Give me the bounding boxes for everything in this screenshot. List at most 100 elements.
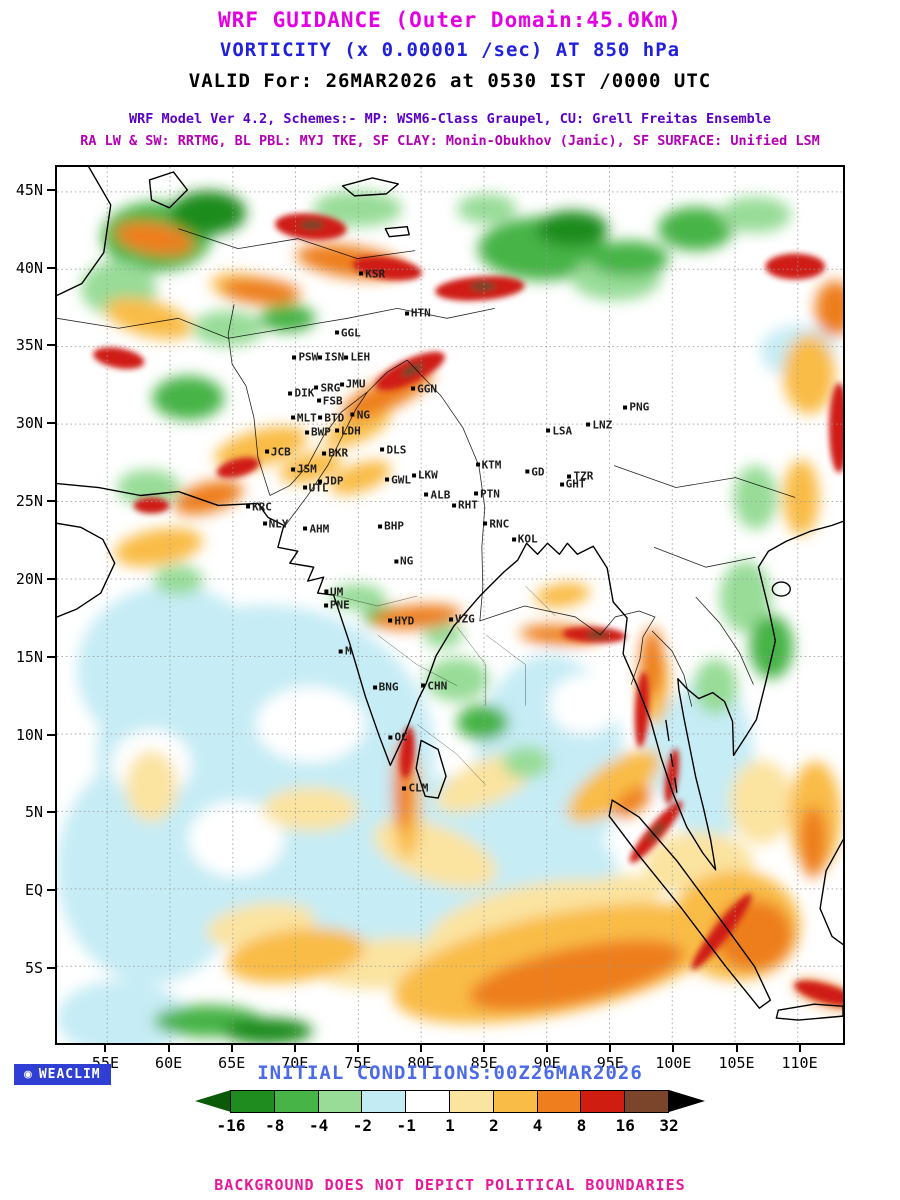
station-marker-icon <box>448 617 453 622</box>
station-label: KOL <box>511 533 538 546</box>
lon-tick-label: 70E <box>281 1054 309 1072</box>
station-code: LKW <box>417 468 438 482</box>
station-code: AHM <box>309 522 330 536</box>
station-label: KRC <box>246 500 272 513</box>
station-label: JSM <box>290 463 317 476</box>
circle-dot-icon: ◉ <box>24 1067 33 1082</box>
station-code: HTN <box>410 306 431 320</box>
station-label: VZG <box>448 613 475 626</box>
station-marker-icon <box>623 405 628 410</box>
station-code: PSW <box>298 350 319 364</box>
colorbar-tick-label: 2 <box>488 1116 499 1135</box>
station-label: PSW <box>292 351 318 364</box>
station-label: DLS <box>380 443 406 456</box>
station-marker-icon <box>314 385 319 390</box>
station-marker-icon <box>474 491 478 496</box>
station-code: LEH <box>350 350 371 364</box>
lon-tick-label: 65E <box>218 1054 246 1072</box>
lat-tick-mark <box>47 655 55 658</box>
lon-tick-label: 75E <box>344 1054 372 1072</box>
station-label: OC <box>388 731 408 744</box>
colorbar-segment <box>536 1090 582 1113</box>
station-code: KSR <box>365 267 386 281</box>
station-marker-icon <box>402 786 407 791</box>
lon-tick-mark <box>735 1045 738 1052</box>
brand-label: WEACLIM <box>38 1067 101 1082</box>
station-marker-icon <box>339 382 344 387</box>
lat-tick-mark <box>47 733 55 736</box>
station-marker-icon <box>317 479 322 484</box>
lat-tick-label: 20N <box>15 569 43 588</box>
lat-tick-mark <box>47 577 55 580</box>
station-label: GGN <box>411 382 437 395</box>
station-marker-icon <box>586 422 591 427</box>
lon-tick-label: 105E <box>718 1054 755 1072</box>
lat-tick-mark <box>47 889 55 892</box>
colorbar-tick-label: 16 <box>615 1116 635 1135</box>
lat-tick-mark <box>47 500 55 503</box>
station-code: BKR <box>328 446 349 460</box>
lon-tick-label: 85E <box>470 1054 498 1072</box>
station-label: BKR <box>322 447 348 460</box>
lon-tick-mark <box>167 1045 170 1052</box>
station-marker-icon <box>359 271 364 276</box>
station-code: JMU <box>345 377 366 391</box>
weaclim-brand-badge: ◉ WEACLIM <box>14 1064 111 1085</box>
station-label: SRG <box>314 381 340 394</box>
colorbar-segment <box>405 1090 450 1113</box>
colorbar-tick-label: 4 <box>532 1116 543 1135</box>
station-label: GWL <box>385 473 411 486</box>
lat-tick-mark <box>47 188 55 191</box>
station-code: NLY <box>268 517 289 531</box>
station-label: MLT <box>290 411 317 425</box>
state-boundaries <box>333 585 556 786</box>
station-label-layer: KSR HTN GGL PSW ISN LEH GGN DIK SRG JMU FSB PNG MLT B… <box>57 167 843 1043</box>
station-code: HYD <box>394 614 415 628</box>
lat-tick-label: 5N <box>24 803 43 822</box>
plot-title: WRF GUIDANCE (Outer Domain:45.0Km) <box>218 8 682 32</box>
lat-tick-label: EQ <box>24 881 43 900</box>
station-label: BNG <box>372 681 398 694</box>
station-code: PNE <box>329 598 350 612</box>
country-borders <box>57 228 796 707</box>
station-code: GGN <box>417 382 437 396</box>
station-label: NG <box>394 555 413 568</box>
colorbar-segment <box>492 1090 538 1113</box>
lat-tick-mark <box>47 422 55 425</box>
station-label: LSA <box>546 424 572 437</box>
station-code: BHP <box>384 519 404 533</box>
lon-tick-mark <box>230 1045 233 1052</box>
lat-tick-label: 30N <box>15 414 43 433</box>
colorbar-segment <box>317 1090 363 1113</box>
initial-conditions-line: INITIAL CONDITIONS:00Z26MAR2026 <box>257 1062 643 1084</box>
station-marker-icon <box>292 355 297 360</box>
colorbar-legend: -16 -8 -4 -2 -1 1 2 4 8 16 32 <box>195 1090 705 1140</box>
station-label: FSB <box>316 394 343 407</box>
station-code: SRG <box>320 381 341 395</box>
lon-tick-mark <box>420 1045 422 1052</box>
station-marker-icon <box>388 618 393 623</box>
colorbar-segment <box>361 1090 407 1113</box>
station-label: LEH <box>344 351 370 364</box>
colorbar-segment <box>624 1090 669 1113</box>
station-marker-icon <box>411 386 416 391</box>
station-label: LKW <box>411 468 438 482</box>
station-label: GHT <box>559 478 586 491</box>
station-label: PNG <box>623 401 649 414</box>
station-label: HYD <box>388 614 414 627</box>
station-label: PTN <box>474 487 500 500</box>
station-code: NG <box>356 408 371 422</box>
lon-tick-label: 100E <box>655 1054 692 1072</box>
station-label: JMU <box>339 377 366 391</box>
colorbar-left-arrow <box>195 1090 231 1112</box>
station-label: KTM <box>475 458 501 471</box>
lat-tick-label: 40N <box>15 258 43 277</box>
station-marker-icon <box>559 482 564 487</box>
station-code: PTN <box>480 487 500 501</box>
colorbar-segment <box>230 1090 275 1113</box>
station-code: DIK <box>294 386 315 400</box>
station-marker-icon <box>567 474 572 479</box>
station-code: JCB <box>270 445 291 459</box>
lat-tick-mark <box>47 966 55 969</box>
station-code: MLT <box>296 411 317 425</box>
